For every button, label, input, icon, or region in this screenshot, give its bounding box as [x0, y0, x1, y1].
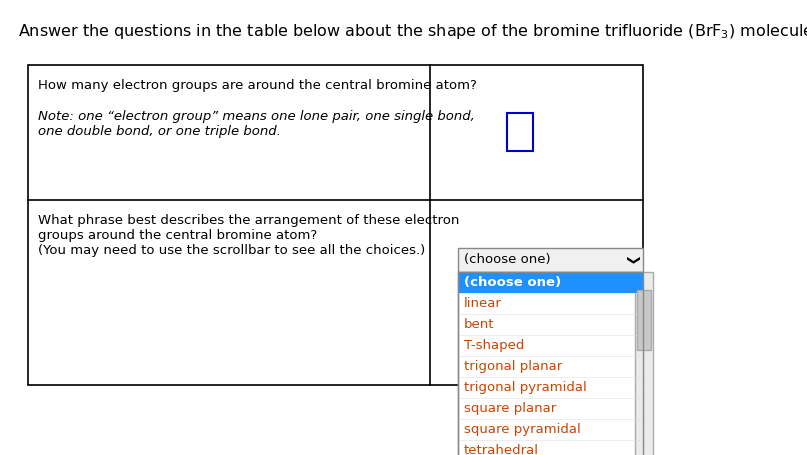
- Text: square planar: square planar: [464, 402, 556, 415]
- Bar: [637, 290, 651, 350]
- Text: Note: one “electron group” means one lone pair, one single bond,
one double bond: Note: one “electron group” means one lon…: [38, 110, 475, 138]
- Text: tetrahedral: tetrahedral: [464, 444, 539, 455]
- Bar: [28, 65, 643, 385]
- Text: ❯: ❯: [625, 255, 638, 265]
- Bar: [458, 272, 643, 455]
- Text: Answer the questions in the table below about the shape of the bromine trifluori: Answer the questions in the table below …: [18, 22, 807, 41]
- Bar: [458, 248, 643, 272]
- Text: square pyramidal: square pyramidal: [464, 423, 581, 436]
- Bar: [635, 272, 653, 455]
- Text: (choose one): (choose one): [464, 253, 550, 267]
- Text: What phrase best describes the arrangement of these electron
groups around the c: What phrase best describes the arrangeme…: [38, 214, 459, 257]
- Text: How many electron groups are around the central bromine atom?: How many electron groups are around the …: [38, 79, 477, 92]
- Bar: [458, 272, 643, 293]
- Bar: [458, 272, 643, 455]
- Bar: [507, 113, 533, 151]
- Text: trigonal pyramidal: trigonal pyramidal: [464, 381, 587, 394]
- Text: linear: linear: [464, 297, 502, 310]
- Text: trigonal planar: trigonal planar: [464, 360, 562, 373]
- Text: (choose one): (choose one): [464, 276, 561, 289]
- Text: bent: bent: [464, 318, 495, 331]
- Text: T-shaped: T-shaped: [464, 339, 525, 352]
